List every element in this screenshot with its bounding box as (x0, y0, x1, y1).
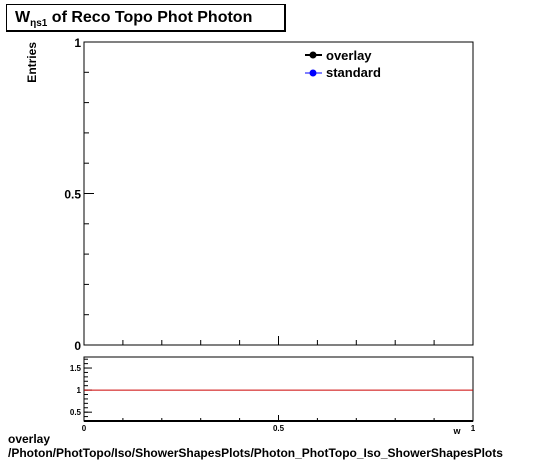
title-main: W (15, 9, 31, 26)
y-tick-label: 0 (74, 339, 81, 353)
footer-path: /Photon/PhotTopo/Iso/ShowerShapesPlots/P… (8, 446, 503, 460)
main-axes: 00.51 (64, 36, 474, 353)
legend-standard-label: standard (326, 65, 381, 80)
title-rest: of Reco Topo Phot Photon (47, 9, 253, 26)
y-axis-label: Entries (25, 42, 39, 83)
footer-label: overlay (8, 432, 51, 446)
x-axis-label: w (452, 426, 461, 436)
ratio-x-tick-label: 1 (471, 424, 476, 433)
y-tick-label: 0.5 (64, 188, 81, 202)
ratio-axes: 0.511.50 0.5 1 (70, 358, 476, 433)
y-tick-label: 1 (74, 36, 81, 50)
title-subscript: ηs1 (30, 18, 48, 29)
chart-title: Wηs1 of Reco Topo Phot Photon (15, 9, 252, 29)
ratio-y-tick-label: 0.5 (70, 408, 82, 417)
chart-title-box: Wηs1 of Reco Topo Phot Photon (6, 4, 286, 32)
main-plot-frame (83, 41, 474, 346)
ratio-y-tick-label: 1.5 (70, 364, 82, 373)
legend-standard-marker (309, 69, 317, 77)
legend-overlay-marker (309, 51, 317, 59)
legend: overlay standard (305, 48, 381, 80)
ratio-x-tick-label: 0.5 (273, 424, 285, 433)
ratio-plot-frame (83, 356, 474, 422)
ratio-x-tick-label: 0 (82, 424, 87, 433)
legend-overlay-label: overlay (326, 48, 372, 63)
ratio-y-tick-label: 1 (77, 386, 82, 395)
